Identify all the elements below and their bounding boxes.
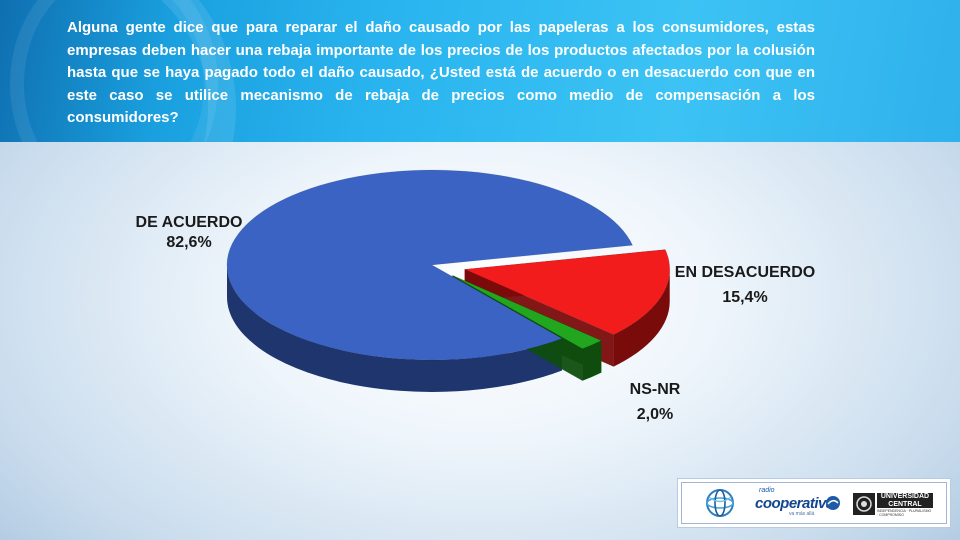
label-en-desacuerdo: EN DESACUERDO — [675, 264, 815, 281]
slice-ns-nr — [452, 275, 603, 350]
value-label-de-acuerdo: 82,6% — [166, 234, 211, 251]
slice-side-de-acuerdo — [227, 265, 563, 392]
slice-de-acuerdo — [226, 169, 633, 361]
slice-en-desacuerdo — [463, 249, 670, 335]
label-de-acuerdo: DE ACUERDO — [136, 214, 243, 231]
header-banner: Alguna gente dice que para reparar el da… — [0, 0, 960, 142]
sponsor-logos: radio cooperativa va más allá UNIVERSIDA… — [677, 478, 951, 528]
universidad-central-logo: UNIVERSIDAD CENTRAL INDEPENDENCIA · PLUR… — [853, 493, 933, 517]
cooperativa-logo: radio cooperativa va más allá — [755, 487, 840, 519]
pie-tops — [226, 169, 670, 361]
value-label-en-desacuerdo: 15,4% — [722, 289, 767, 306]
pie-chart: DE ACUERDO 82,6% EN DESACUERDO 15,4% NS-NR 2,… — [136, 169, 816, 423]
survey-question: Alguna gente dice que para reparar el da… — [67, 19, 815, 126]
uc-name: UNIVERSIDAD CENTRAL — [877, 493, 933, 508]
value-label-ns-nr: 2,0% — [637, 406, 673, 423]
globe-logo-icon — [706, 489, 734, 517]
uc-crest-icon — [853, 493, 875, 515]
uc-motto: INDEPENDENCIA · PLURALISMO · COMPROMISO — [877, 509, 932, 517]
slice-side-en-desacuerdo — [613, 269, 670, 367]
cooperativa-tagline: va más allá — [789, 511, 815, 517]
label-ns-nr: NS-NR — [630, 381, 681, 398]
cooperativa-name: cooperativa — [755, 495, 834, 512]
cooperativa-swirl-icon — [826, 496, 840, 510]
cooperativa-radio-text: radio — [759, 487, 775, 494]
pie-labels: DE ACUERDO 82,6% EN DESACUERDO 15,4% NS-NR 2,… — [136, 214, 816, 423]
